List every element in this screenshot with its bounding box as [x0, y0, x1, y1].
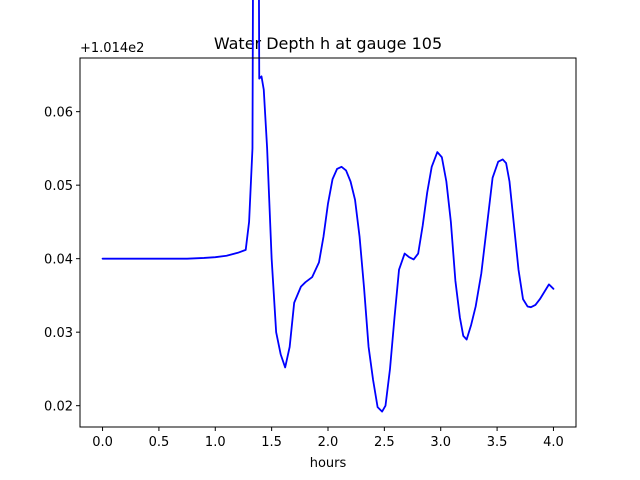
plot-area: 0.0 0.5 1.0 1.5 2.0 2.5 3.0 3.5 4.0 0.02 0.03 0.04 0… — [44, 0, 577, 450]
x-tick-label: 4.0 — [543, 435, 564, 450]
x-tick-label: 1.5 — [261, 435, 282, 450]
x-tick-label: 2.0 — [318, 435, 339, 450]
y-tick-label: 0.06 — [44, 106, 73, 121]
y-axis-offset-label: +1.014e2 — [80, 41, 144, 56]
x-tick-label: 3.5 — [487, 435, 508, 450]
x-tick-label: 0.5 — [149, 435, 170, 450]
y-tick-label: 0.03 — [44, 326, 73, 341]
series-line-0 — [101, 0, 555, 413]
x-tick-label: 3.0 — [430, 435, 451, 450]
x-tick-label: 2.5 — [374, 435, 395, 450]
y-tick-label: 0.05 — [44, 179, 73, 194]
chart-title: Water Depth h at gauge 105 — [214, 34, 442, 53]
x-tick-label: 1.0 — [205, 435, 226, 450]
y-tick-label: 0.04 — [44, 253, 73, 268]
x-axis-label: hours — [310, 456, 347, 471]
x-tick-label: 0.0 — [92, 435, 113, 450]
y-tick-label: 0.02 — [44, 400, 73, 415]
